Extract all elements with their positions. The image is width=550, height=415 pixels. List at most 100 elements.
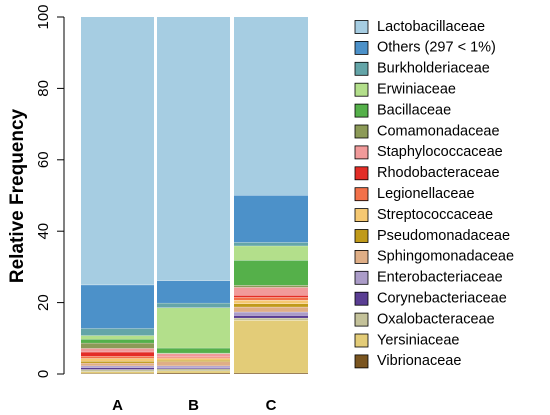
- legend-swatch: [354, 208, 369, 223]
- x-category-label-A: A: [112, 397, 123, 414]
- bar-segment-C-yersiniaceae: [234, 320, 308, 373]
- bar-segment-B-enterobacteriaceae: [157, 365, 230, 368]
- bar-segment-A-lactobacillaceae: [81, 17, 154, 285]
- legend-item-yersiniaceae: Yersiniaceae: [354, 332, 460, 348]
- legend-label: Pseudomonadaceae: [377, 228, 510, 244]
- y-tick-label-20: 20: [35, 294, 52, 311]
- bar-segment-B-bacillaceae: [157, 347, 230, 353]
- bar-segment-C-vibrionaceae: [234, 372, 308, 374]
- bar-segment-B-streptococcaceae: [157, 358, 230, 361]
- bar-stack-C: [234, 17, 308, 374]
- legend-swatch: [354, 229, 369, 243]
- legend-item-sphingomonadaceae: Sphingomonadaceae: [354, 249, 514, 265]
- legend-swatch: [354, 270, 369, 285]
- x-category-label-B: B: [188, 397, 199, 414]
- bar-segment-B-corynebacteriaceae: [157, 367, 230, 369]
- bar-segment-B-others-297-1: [157, 280, 230, 303]
- bar-segment-C-others-297-1: [234, 195, 308, 243]
- legend-label: Rhodobacteraceae: [377, 165, 500, 181]
- bar-segment-A-staphylococcaceae: [81, 348, 154, 352]
- legend-swatch: [354, 354, 369, 369]
- bar-segment-B-oxalobacteraceae: [157, 368, 230, 371]
- bar-segment-B-legionellaceae: [157, 357, 230, 359]
- legend-swatch: [354, 103, 369, 118]
- legend-label: Burkholderiaceae: [377, 61, 490, 77]
- legend-label: Corynebacteriaceae: [377, 291, 507, 307]
- legend-item-streptococcaceae: Streptococcaceae: [354, 207, 493, 223]
- bar-segment-A-burkholderiaceae: [81, 328, 154, 336]
- legend-label: Lactobacillaceae: [377, 19, 485, 35]
- bar-segment-A-oxalobacteraceae: [81, 369, 154, 372]
- bar-segment-B-staphylococcaceae: [157, 353, 230, 357]
- legend-item-lactobacillaceae: Lactobacillaceae: [354, 19, 485, 35]
- legend-swatch: [354, 187, 369, 202]
- legend-item-comamonadaceae: Comamonadaceae: [354, 123, 500, 139]
- legend: Lactobacillaceae Others (297 < 1%) Burkhol…: [354, 19, 514, 369]
- legend-label: Oxalobacteraceae: [377, 311, 495, 327]
- legend-swatch: [354, 333, 369, 348]
- legend-label: Streptococcaceae: [377, 207, 493, 223]
- bar-segment-A-erwiniaceae: [81, 335, 154, 340]
- bar-segment-C-sphingomonadaceae: [234, 306, 308, 312]
- bar-segment-B-lactobacillaceae: [157, 17, 230, 281]
- bar-segment-C-burkholderiaceae: [234, 242, 308, 246]
- bar-segment-A-bacillaceae: [81, 339, 154, 343]
- bar-segment-C-pseudomonadaceae: [234, 303, 308, 307]
- legend-item-bacillaceae: Bacillaceae: [354, 102, 451, 118]
- bar-segment-A-pseudomonadaceae: [81, 361, 154, 363]
- bar-segment-C-comamonadaceae: [234, 285, 308, 288]
- bar-segment-A-others-297-1: [81, 284, 154, 329]
- legend-item-others-297-1: Others (297 < 1%): [354, 40, 496, 56]
- y-axis: 0 20 40 60 80 100: [35, 4, 65, 378]
- y-tick-label-80: 80: [35, 80, 52, 97]
- legend-item-legionellaceae: Legionellaceae: [354, 186, 475, 202]
- bar-segment-C-oxalobacteraceae: [234, 317, 308, 321]
- y-tick-label-100: 100: [35, 4, 52, 29]
- bar-segment-C-lactobacillaceae: [234, 17, 308, 196]
- legend-item-corynebacteriaceae: Corynebacteriaceae: [354, 291, 507, 307]
- legend-swatch: [354, 312, 369, 327]
- plot-area: [81, 17, 308, 374]
- bar-segment-C-enterobacteriaceae: [234, 311, 308, 316]
- bar-segment-A-comamonadaceae: [81, 342, 154, 349]
- y-tick-label-60: 60: [35, 151, 52, 168]
- legend-item-rhodobacteraceae: Rhodobacteraceae: [354, 165, 500, 181]
- bar-segment-C-staphylococcaceae: [234, 287, 308, 296]
- legend-label: Erwiniaceae: [377, 82, 456, 98]
- bar-segment-B-erwiniaceae: [157, 307, 230, 348]
- bar-segment-B-burkholderiaceae: [157, 302, 230, 308]
- bar-segment-A-rhodobacteraceae: [81, 351, 154, 357]
- bar-segment-C-streptococcaceae: [234, 300, 308, 304]
- x-axis-labels: A B C: [112, 397, 277, 414]
- bar-segment-A-enterobacteriaceae: [81, 365, 154, 368]
- bar-segment-A-legionellaceae: [81, 356, 154, 359]
- x-category-label-C: C: [266, 397, 277, 414]
- bar-segment-B-comamonadaceae: [157, 352, 230, 354]
- legend-swatch: [354, 249, 369, 264]
- legend-label: Enterobacteriaceae: [377, 270, 503, 286]
- legend-swatch: [354, 291, 369, 306]
- bar-segment-C-bacillaceae: [234, 260, 308, 286]
- bar-segment-B-rhodobacteraceae: [157, 356, 230, 358]
- legend-item-enterobacteriaceae: Enterobacteriaceae: [354, 270, 503, 286]
- legend-label: Sphingomonadaceae: [377, 249, 514, 265]
- bar-segment-C-legionellaceae: [234, 297, 308, 301]
- bar-segment-C-rhodobacteraceae: [234, 295, 308, 298]
- legend-label: Staphylococcaceae: [377, 144, 503, 160]
- bar-segment-A-streptococcaceae: [81, 358, 154, 362]
- bar-stack-B: [157, 17, 230, 374]
- legend-label: Vibrionaceae: [377, 353, 461, 369]
- bar-segment-A-sphingomonadaceae: [81, 362, 154, 366]
- legend-swatch: [354, 61, 369, 76]
- legend-item-erwiniaceae: Erwiniaceae: [354, 82, 456, 98]
- legend-label: Yersiniaceae: [377, 332, 460, 348]
- bar-segment-B-sphingomonadaceae: [157, 361, 230, 366]
- bar-segment-A-yersiniaceae: [81, 371, 154, 374]
- legend-swatch: [354, 20, 369, 34]
- bar-segment-A-vibrionaceae: [81, 373, 154, 374]
- legend-swatch: [354, 41, 369, 55]
- legend-swatch: [354, 145, 369, 160]
- legend-item-pseudomonadaceae: Pseudomonadaceae: [354, 228, 510, 244]
- legend-label: Legionellaceae: [377, 186, 475, 202]
- legend-item-oxalobacteraceae: Oxalobacteraceae: [354, 311, 495, 327]
